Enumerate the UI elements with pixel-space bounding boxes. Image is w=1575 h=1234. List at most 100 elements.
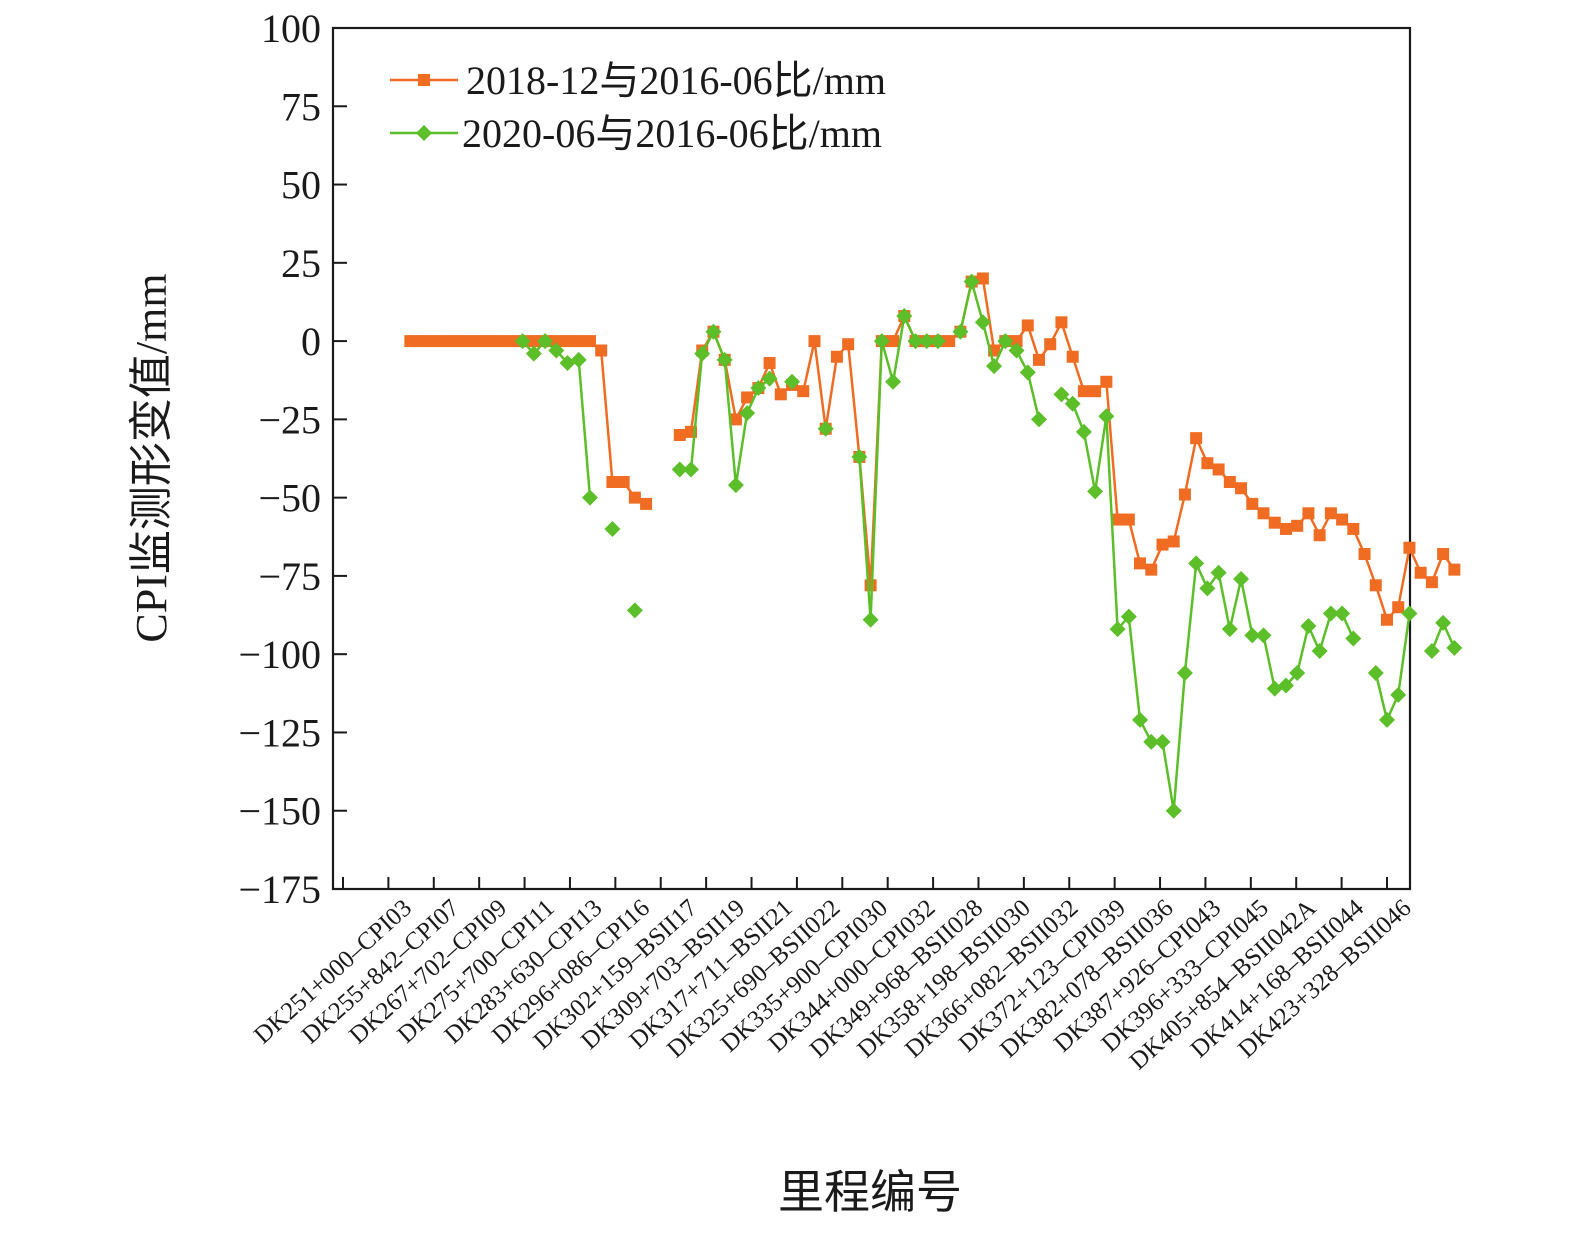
- series-1-point: [1347, 522, 1360, 535]
- series-2-point: [1188, 555, 1205, 572]
- series-2: [514, 273, 1463, 819]
- series-2-point: [963, 273, 980, 290]
- legend-label-1: 2018-12与2016-06比/mm: [466, 58, 886, 103]
- series-1-point: [729, 413, 742, 426]
- y-axis: 100 75 50 25 0 −25 −50 −75 −100 −125 −150 −175: [238, 6, 347, 912]
- series-1-point: [1212, 463, 1225, 476]
- legend-marker-1: [418, 74, 430, 86]
- series-1-point: [460, 335, 473, 348]
- series-1-point: [763, 357, 776, 370]
- series-1-point: [1324, 507, 1337, 520]
- series-1-point: [1381, 613, 1393, 626]
- series-1-point: [449, 335, 462, 348]
- series-2-point: [716, 351, 733, 368]
- series-2-point: [952, 323, 969, 340]
- series-1-point: [1257, 507, 1270, 520]
- series-1-point: [404, 335, 417, 348]
- series-2-point: [683, 461, 699, 478]
- series-2-point: [1031, 411, 1047, 428]
- series-1-point: [561, 335, 574, 348]
- series-2-point: [1064, 395, 1081, 412]
- series-2-point: [727, 477, 744, 494]
- series-1-point: [1369, 579, 1382, 592]
- series-2-point: [1367, 664, 1384, 681]
- x-axis-title: 里程编号: [778, 1167, 962, 1218]
- series-2-point: [817, 420, 834, 437]
- series-1-point: [572, 335, 585, 348]
- series-2-point: [862, 611, 879, 628]
- series-1-point: [1201, 457, 1214, 470]
- series-2-point: [570, 351, 587, 368]
- series-1-point: [494, 335, 507, 348]
- series-1-point: [1358, 547, 1371, 560]
- legend: 2018-12与2016-06比/mm 2020-06与2016-06比/mm: [390, 58, 886, 156]
- series-2-point: [1176, 664, 1193, 681]
- series-2-point: [739, 405, 756, 422]
- series-2-point: [1435, 614, 1452, 631]
- series-2-point: [1266, 680, 1283, 697]
- series-2-point: [1289, 664, 1306, 681]
- series-1-point: [1437, 547, 1450, 560]
- series-1-point: [887, 335, 900, 348]
- series-1-point: [976, 272, 989, 285]
- y-tick-label: 75: [281, 84, 321, 129]
- series-1-point: [1167, 535, 1180, 548]
- series-1-point: [1235, 482, 1248, 495]
- series-1-point: [1336, 513, 1349, 526]
- series-1-point: [1100, 375, 1113, 388]
- series-1-point: [797, 385, 810, 398]
- series-2-point: [1098, 408, 1115, 425]
- series-2-point: [851, 448, 868, 465]
- series-2-point: [705, 323, 722, 340]
- y-tick-label: −100: [238, 632, 321, 677]
- y-tick-label: 100: [261, 6, 321, 51]
- series-2-point: [1008, 342, 1025, 359]
- series-2-point: [1322, 605, 1339, 622]
- series-2-point: [1132, 711, 1149, 728]
- series-2-point: [1401, 605, 1418, 622]
- y-tick-label: 0: [301, 319, 321, 364]
- series-1-point: [1246, 497, 1259, 510]
- y-tick-label: −25: [258, 397, 321, 442]
- series-2-point: [525, 345, 542, 362]
- series-1-point: [583, 335, 596, 348]
- series-1-point: [1178, 488, 1191, 501]
- series-1-point: [628, 491, 641, 504]
- x-axis: DK251+000–CPI03DK255+842–CPI07DK267+702–…: [249, 877, 1417, 1075]
- series-1-point: [741, 391, 754, 404]
- series-1-point: [1190, 432, 1203, 445]
- series-2-point: [1255, 627, 1272, 644]
- series-2-point: [1311, 643, 1328, 660]
- series-2-point: [1390, 686, 1407, 703]
- series-1-point: [527, 335, 540, 348]
- series-2-point: [1334, 605, 1351, 622]
- y-tick-label: −50: [258, 476, 321, 521]
- series-2-point: [1109, 621, 1126, 638]
- series-2-point: [1300, 618, 1317, 635]
- series-1-point: [1010, 335, 1023, 348]
- series-1-point: [842, 338, 855, 351]
- series-1-point: [1066, 350, 1079, 363]
- series-2-point: [537, 333, 554, 350]
- series-2-point: [1087, 483, 1104, 500]
- series-2-point: [896, 308, 913, 325]
- series-1-point: [1279, 522, 1292, 535]
- series-1-point: [471, 335, 484, 348]
- series-2-point: [1154, 733, 1171, 750]
- y-tick-label: −150: [238, 789, 321, 834]
- series-1-point: [1268, 516, 1281, 529]
- series-1-point: [415, 335, 428, 348]
- series-1-point: [1089, 385, 1102, 398]
- series-1-point: [943, 335, 956, 348]
- series-1-point: [1145, 563, 1158, 576]
- series-2-point: [1075, 423, 1092, 440]
- series-1-point: [1223, 475, 1236, 488]
- series-1-point: [1302, 507, 1315, 520]
- series-1-point: [1134, 557, 1147, 570]
- series-1-point: [808, 335, 821, 348]
- series-2-line: [1374, 613, 1411, 722]
- series-2-point: [1199, 580, 1216, 597]
- series-2-point: [1120, 608, 1137, 625]
- series-1-point: [617, 475, 630, 488]
